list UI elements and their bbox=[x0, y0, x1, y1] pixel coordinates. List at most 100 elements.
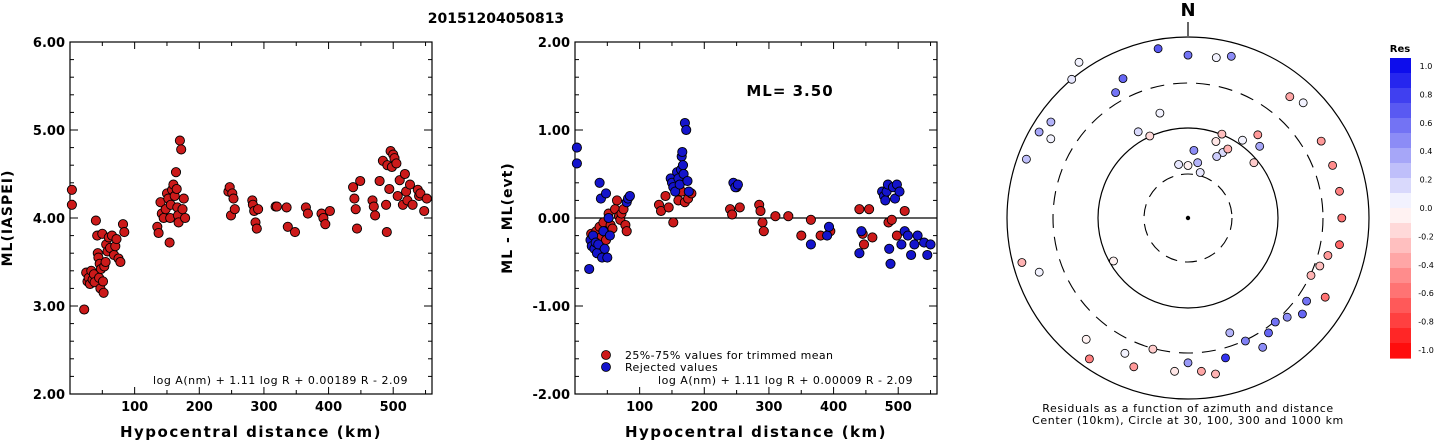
figure-title: 20151204050813 bbox=[428, 11, 564, 27]
residual-point bbox=[1221, 353, 1230, 363]
residual-point bbox=[1129, 362, 1139, 372]
residual-point bbox=[1145, 131, 1155, 141]
data-point bbox=[229, 204, 240, 215]
data-point bbox=[391, 158, 402, 169]
data-point bbox=[683, 186, 694, 197]
data-point bbox=[885, 258, 896, 269]
y-tick-label: 2.00 bbox=[33, 388, 65, 403]
data-point bbox=[670, 186, 681, 197]
residual-point bbox=[1323, 251, 1333, 260]
colorbar-cell bbox=[1390, 73, 1411, 89]
caption-line-1: Residuals as a function of azimuth and d… bbox=[1042, 402, 1333, 415]
axis-ticks: 100 200 300 400 500 2.00 3.00 4.00 5.00 6.00 bbox=[33, 36, 432, 415]
colorbar-cell bbox=[1390, 208, 1411, 224]
residual-point bbox=[1183, 161, 1193, 170]
data-points bbox=[571, 117, 936, 275]
residual-point bbox=[1153, 44, 1163, 54]
residual-point bbox=[1298, 309, 1307, 319]
data-point bbox=[889, 193, 901, 204]
y-axis-label: ML(IASPEI) bbox=[0, 170, 16, 267]
data-point bbox=[100, 256, 111, 268]
data-point bbox=[178, 193, 189, 204]
data-point bbox=[856, 226, 867, 237]
residual-point bbox=[1211, 53, 1221, 62]
data-point bbox=[384, 183, 395, 195]
data-point bbox=[600, 188, 612, 199]
data-point bbox=[677, 160, 689, 171]
ring-1000km bbox=[1006, 36, 1370, 400]
x-tick-label: 200 bbox=[186, 400, 213, 415]
residual-point bbox=[1270, 317, 1280, 327]
data-point bbox=[419, 205, 430, 217]
formula-label: log A(nm) + 1.11 log R + 0.00009 R - 2.0… bbox=[658, 374, 913, 387]
data-point bbox=[822, 230, 833, 241]
residual-point bbox=[1255, 141, 1265, 151]
x-axis-label: Hypocentral distance (km) bbox=[625, 423, 887, 441]
residual-point bbox=[1335, 186, 1344, 196]
data-point bbox=[922, 249, 933, 261]
residual-point bbox=[1081, 334, 1091, 344]
residual-point bbox=[1189, 145, 1199, 155]
legend-marker-rejected bbox=[601, 362, 611, 372]
data-point bbox=[281, 202, 292, 213]
residual-point bbox=[1155, 108, 1165, 118]
data-point bbox=[302, 208, 313, 219]
data-point bbox=[604, 230, 615, 241]
data-point bbox=[906, 249, 917, 261]
x-tick-label: 100 bbox=[121, 400, 148, 415]
data-point bbox=[392, 190, 403, 202]
data-point bbox=[177, 204, 188, 215]
data-point bbox=[98, 287, 109, 298]
residual-point bbox=[1034, 127, 1044, 137]
data-point bbox=[90, 215, 101, 226]
data-point bbox=[894, 186, 905, 197]
ring-100km bbox=[1097, 127, 1279, 309]
data-point bbox=[174, 135, 185, 146]
colorbar-cell bbox=[1390, 298, 1411, 314]
colorbar-cell bbox=[1390, 118, 1411, 134]
y-tick-label: 6.00 bbox=[33, 36, 65, 51]
residual-point bbox=[1226, 51, 1236, 61]
colorbar-tick-label: -0.2 bbox=[1418, 232, 1434, 241]
colorbar-cell bbox=[1390, 283, 1411, 299]
x-tick-label: 300 bbox=[755, 400, 782, 415]
data-point bbox=[119, 227, 130, 238]
chart-residual-vs-distance: 100 200 300 400 500 -2.00 -1.00 0.00 1.00 2.00 ML… bbox=[500, 36, 938, 441]
colorbar-cell bbox=[1390, 268, 1411, 284]
data-point bbox=[66, 199, 77, 210]
residual-point bbox=[1046, 117, 1056, 127]
x-tick-label: 400 bbox=[820, 400, 847, 415]
colorbar-cells bbox=[1390, 58, 1411, 359]
residual-point bbox=[1302, 296, 1311, 306]
residual-point bbox=[1109, 256, 1118, 266]
data-point bbox=[805, 214, 816, 225]
chart-ml-vs-distance: 100 200 300 400 500 2.00 3.00 4.00 5.00 6.00 ML(I… bbox=[0, 36, 433, 441]
y-axis-label: ML - ML(evt) bbox=[500, 162, 516, 273]
colorbar-cell bbox=[1390, 313, 1411, 329]
residual-point bbox=[1148, 344, 1158, 354]
residual-point bbox=[1335, 240, 1344, 250]
data-point bbox=[253, 204, 264, 215]
data-point bbox=[660, 190, 671, 202]
residual-point bbox=[1241, 336, 1250, 346]
data-point bbox=[668, 217, 679, 228]
residual-point bbox=[1258, 342, 1268, 352]
data-point bbox=[783, 211, 794, 222]
data-point bbox=[171, 183, 182, 195]
data-point bbox=[770, 211, 781, 222]
colorbar-tick-label: 0.8 bbox=[1420, 90, 1433, 99]
axis-ticks: 100 200 300 400 500 -2.00 -1.00 0.00 1.00 2.00 bbox=[533, 36, 937, 415]
residual-point bbox=[1285, 92, 1295, 102]
data-point bbox=[677, 146, 688, 158]
data-point bbox=[734, 202, 745, 213]
y-tick-label: 5.00 bbox=[33, 124, 65, 139]
residual-point bbox=[1264, 328, 1273, 338]
data-point bbox=[271, 201, 282, 212]
ring-30km bbox=[1143, 173, 1233, 263]
data-point bbox=[170, 167, 182, 178]
residual-point bbox=[1320, 292, 1330, 302]
center-point bbox=[1185, 215, 1191, 221]
data-point bbox=[594, 177, 605, 188]
data-point bbox=[732, 179, 743, 190]
